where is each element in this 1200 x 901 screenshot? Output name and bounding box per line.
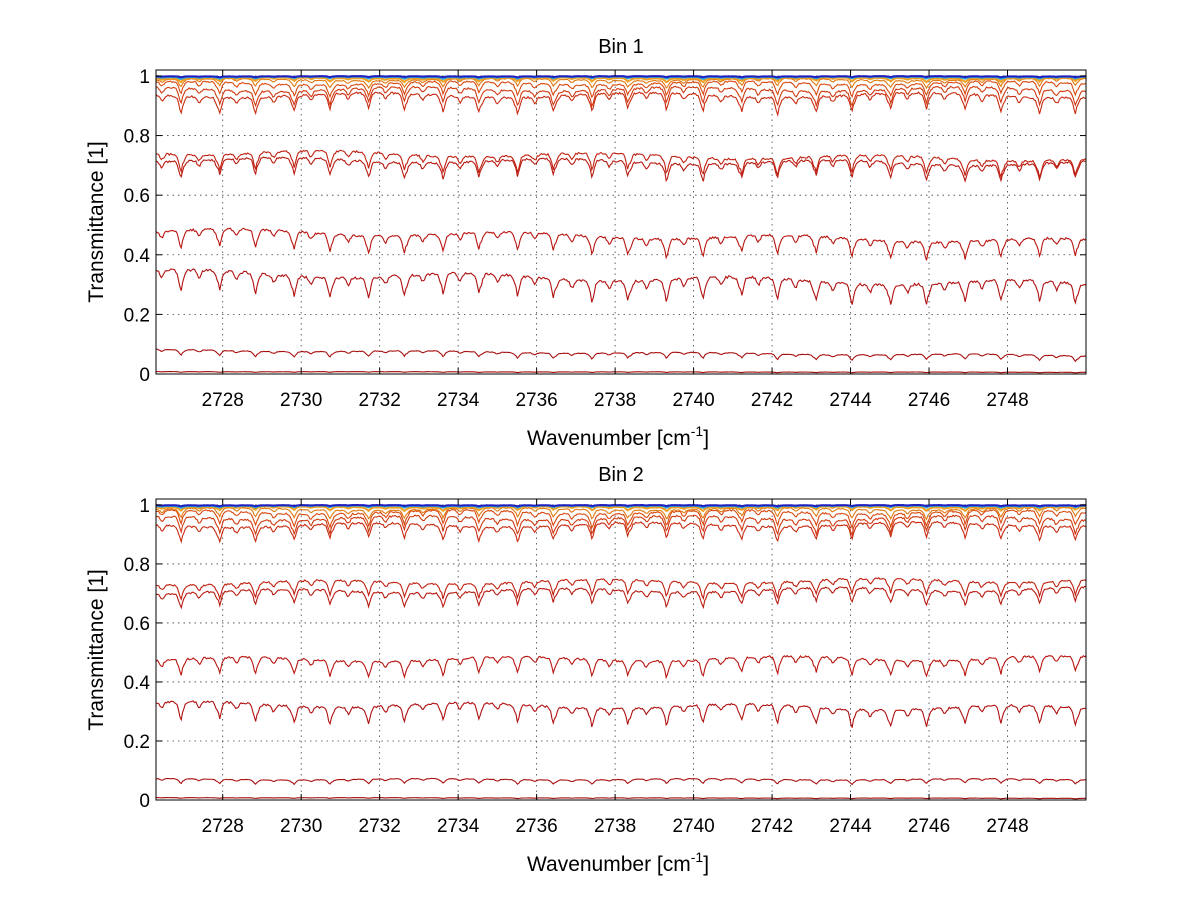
series-line-level-13 <box>155 371 1086 374</box>
axes-frame <box>155 69 1087 375</box>
x-tick-label: 2744 <box>829 390 872 411</box>
series-line-level-9 <box>155 585 1087 610</box>
y-axis-label: Transmittance [1] <box>85 569 108 730</box>
y-tick-label: 0.6 <box>124 614 150 635</box>
x-tick-label: 2734 <box>437 816 480 837</box>
y-tick-label: 0.8 <box>124 555 150 576</box>
y-tick-label: 0.2 <box>124 305 150 326</box>
x-tick-label: 2730 <box>280 390 322 411</box>
series-line-level-11 <box>155 268 1087 305</box>
x-tick-label: 2744 <box>829 816 872 837</box>
x-tick-label: 2732 <box>359 390 401 411</box>
chart-title: Bin 1 <box>598 36 644 58</box>
series-line-level-7 <box>155 91 1087 118</box>
chart-title: Bin 2 <box>598 464 644 486</box>
y-tick-label: 0 <box>139 791 150 812</box>
x-tick-label: 2728 <box>202 816 244 837</box>
series-line-level-4 <box>155 506 1087 521</box>
series-line-level-13 <box>155 797 1087 800</box>
series-line-level-8 <box>155 149 1087 180</box>
series-line-level-5 <box>155 508 1087 530</box>
series-line-level-1 <box>155 504 1087 508</box>
y-tick-label: 1 <box>139 67 150 88</box>
x-axis-label-sup: -1 <box>691 849 704 865</box>
series-line-level-5 <box>155 80 1087 99</box>
x-tick-label: 2732 <box>359 816 401 837</box>
series-line-level-4 <box>155 77 1087 90</box>
y-axis-label: Transmittance [1] <box>85 141 108 302</box>
y-tick-label: 0.2 <box>124 732 150 753</box>
x-tick-label: 2734 <box>437 390 480 411</box>
series-line-level-6 <box>155 85 1087 109</box>
x-tick-label: 2748 <box>986 816 1028 837</box>
x-axis-label-text: Wavenumber [cm <box>527 427 691 450</box>
y-tick-label: 1 <box>139 496 150 517</box>
x-axis-label-sup: -1 <box>691 423 704 439</box>
ticks: 2728 2730 2732 2734 2736 2738 2740 2742 2744 2746… <box>124 496 1086 837</box>
y-tick-label: 0.8 <box>124 127 150 148</box>
series-line-level-9 <box>155 156 1087 183</box>
grid <box>156 70 1086 374</box>
subplot-bin-1: Bin 1 2728 2730 2732 2734 2736 2738 2740 2742 27… <box>85 36 1087 450</box>
x-tick-label: 2738 <box>594 390 636 411</box>
series-group <box>155 504 1087 800</box>
series-line-level-3 <box>155 76 1087 84</box>
series-line-level-12 <box>155 348 1087 363</box>
x-tick-label: 2740 <box>672 390 714 411</box>
series-line-level-3 <box>155 505 1087 513</box>
x-axis-label-text: Wavenumber [cm <box>527 853 691 876</box>
x-tick-label: 2742 <box>751 816 793 837</box>
x-tick-label: 2736 <box>515 816 557 837</box>
series-line-level-6 <box>155 514 1087 537</box>
series-line-level-10 <box>155 227 1087 261</box>
subplot-bin-2: Bin 2 2728 2730 2732 2734 2736 2738 2740 2742 27… <box>85 464 1087 876</box>
y-tick-label: 0.4 <box>124 673 151 694</box>
ticks: 2728 2730 2732 2734 2736 2738 2740 2742 2744 2746… <box>124 67 1086 411</box>
x-tick-label: 2738 <box>594 816 636 837</box>
x-axis-label-end: ] <box>703 427 709 450</box>
x-tick-label: 2740 <box>672 816 714 837</box>
x-axis-label: Wavenumber [cm-1] <box>527 423 709 450</box>
x-tick-label: 2730 <box>280 816 322 837</box>
x-tick-label: 2746 <box>908 816 950 837</box>
x-axis-label-end: ] <box>703 853 709 876</box>
x-tick-label: 2746 <box>908 390 950 411</box>
series-line-level-10 <box>155 654 1087 680</box>
x-tick-label: 2742 <box>751 390 793 411</box>
x-tick-label: 2736 <box>515 390 557 411</box>
y-tick-label: 0.4 <box>124 246 151 267</box>
series-line-level-8 <box>155 577 1087 601</box>
x-tick-label: 2728 <box>202 390 244 411</box>
grid <box>156 499 1086 800</box>
series-group <box>155 75 1087 374</box>
series-line-level-11 <box>155 700 1087 728</box>
x-tick-label: 2748 <box>986 390 1028 411</box>
y-tick-label: 0 <box>139 365 150 386</box>
series-line-level-1 <box>155 75 1087 79</box>
x-axis-label: Wavenumber [cm-1] <box>527 849 709 876</box>
series-line-level-12 <box>155 777 1087 786</box>
axes-frame <box>155 498 1087 801</box>
y-tick-label: 0.6 <box>124 186 150 207</box>
series-line-level-7 <box>155 520 1087 544</box>
